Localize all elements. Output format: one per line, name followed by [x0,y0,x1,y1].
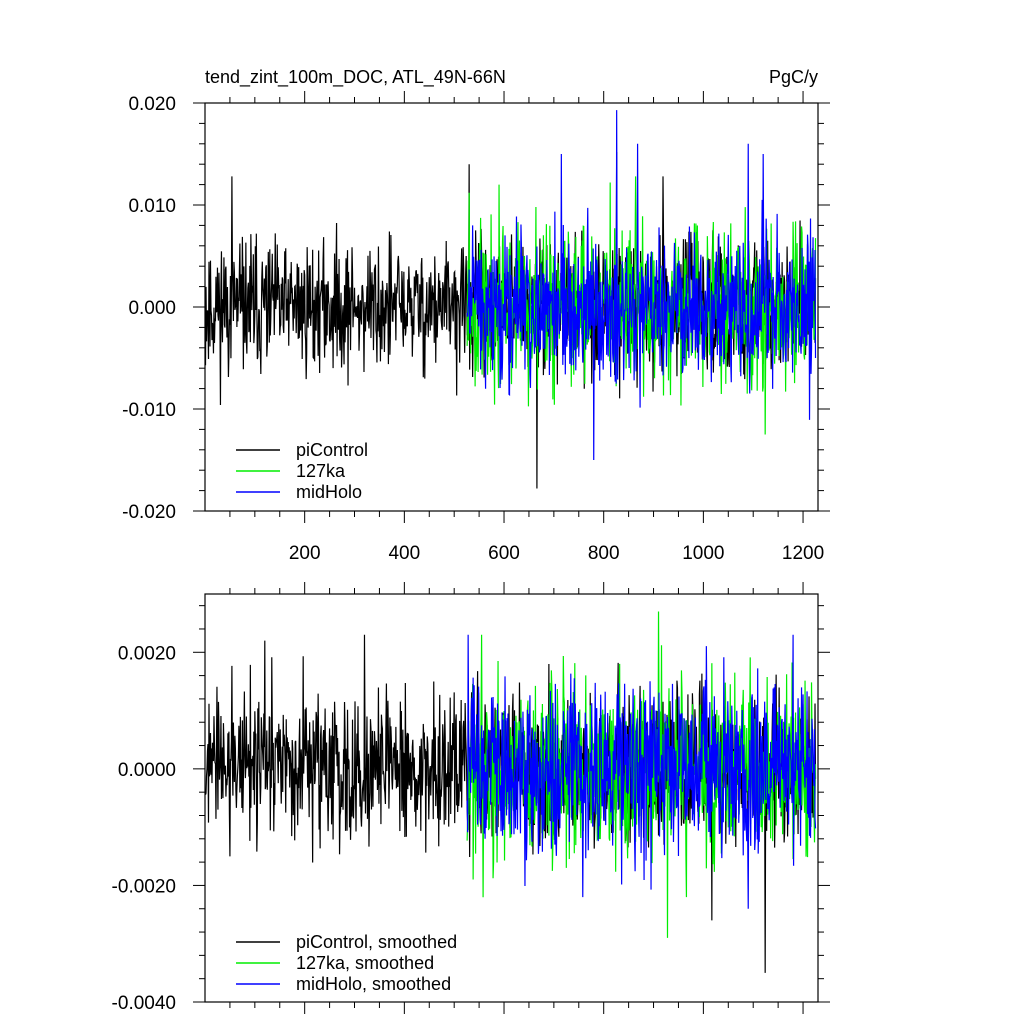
x-tick-label: 1200 [782,543,824,564]
legend-label: 127ka [296,461,346,481]
chart-title: tend_zint_100m_DOC, ATL_49N-66N [205,67,506,88]
series-line-midholo-smoothed [466,634,817,909]
units-label: PgC/y [769,67,818,87]
legend-label: 127ka, smoothed [296,953,434,973]
panel-bottom: -0.0040 -0.0020 0.0000 0.0020 piControl, smo… [112,582,830,1014]
y-tick-label: -0.010 [122,400,176,421]
x-tick-label: 600 [488,543,520,564]
y-tick-label: 0.000 [128,298,176,319]
legend-label: piControl [296,440,368,460]
x-tick-label: 400 [388,543,420,564]
series-line-midholo [466,110,817,461]
plot-frame [204,593,819,1003]
y-tick-label: -0.0040 [112,993,176,1014]
x-tick-label: 200 [289,543,321,564]
y-tick-label: 0.010 [128,196,176,217]
panel-top: tend_zint_100m_DOC, ATL_49N-66N PgC/y 20… [122,67,830,564]
y-tick-label: -0.0020 [112,876,176,897]
x-tick-label: 1000 [682,543,724,564]
y-tick-label: -0.020 [122,502,176,523]
legend-label: midHolo, smoothed [296,974,451,994]
y-tick-label: 0.020 [128,94,176,115]
y-tick-label: 0.0020 [118,643,176,664]
y-tick-label: 0.0000 [118,760,176,781]
legend-label: piControl, smoothed [296,932,457,952]
x-tick-label: 800 [588,543,620,564]
legend-label: midHolo [296,482,362,502]
